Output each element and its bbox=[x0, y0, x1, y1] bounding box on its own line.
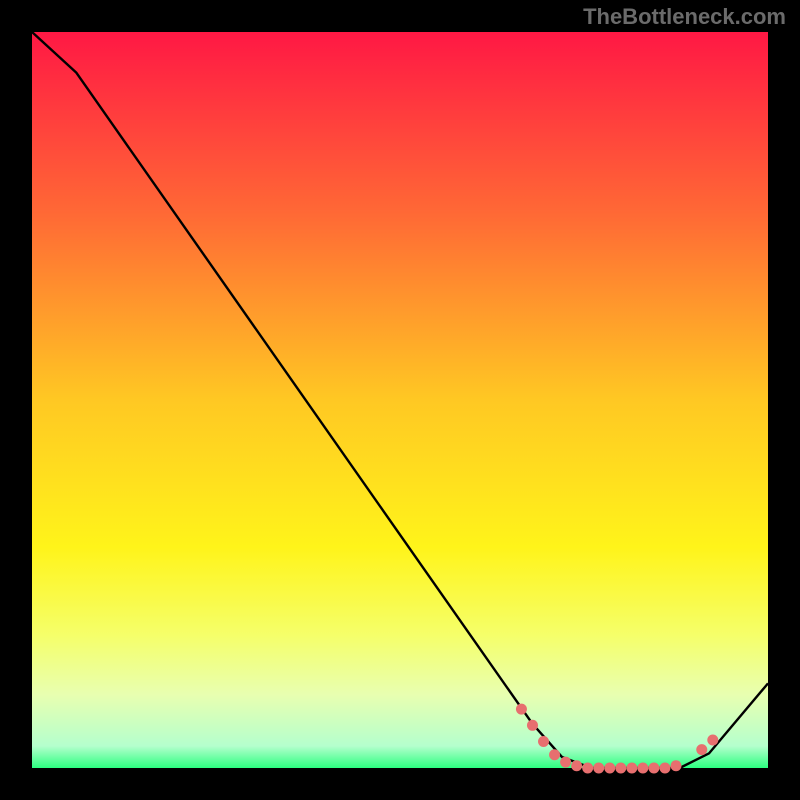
data-marker bbox=[637, 763, 648, 774]
data-marker bbox=[593, 763, 604, 774]
watermark-text: TheBottleneck.com bbox=[583, 4, 786, 30]
data-marker bbox=[527, 720, 538, 731]
data-marker bbox=[615, 763, 626, 774]
data-marker bbox=[671, 760, 682, 771]
data-marker bbox=[560, 757, 571, 768]
data-marker bbox=[604, 763, 615, 774]
data-marker bbox=[626, 763, 637, 774]
data-marker bbox=[516, 704, 527, 715]
data-marker bbox=[538, 736, 549, 747]
data-marker bbox=[659, 763, 670, 774]
chart-svg bbox=[0, 0, 800, 800]
data-marker bbox=[582, 763, 593, 774]
plot-gradient-background bbox=[32, 32, 768, 768]
data-marker bbox=[707, 735, 718, 746]
data-marker bbox=[549, 749, 560, 760]
data-marker bbox=[648, 763, 659, 774]
data-marker bbox=[696, 744, 707, 755]
data-marker bbox=[571, 760, 582, 771]
chart-container: TheBottleneck.com bbox=[0, 0, 800, 800]
